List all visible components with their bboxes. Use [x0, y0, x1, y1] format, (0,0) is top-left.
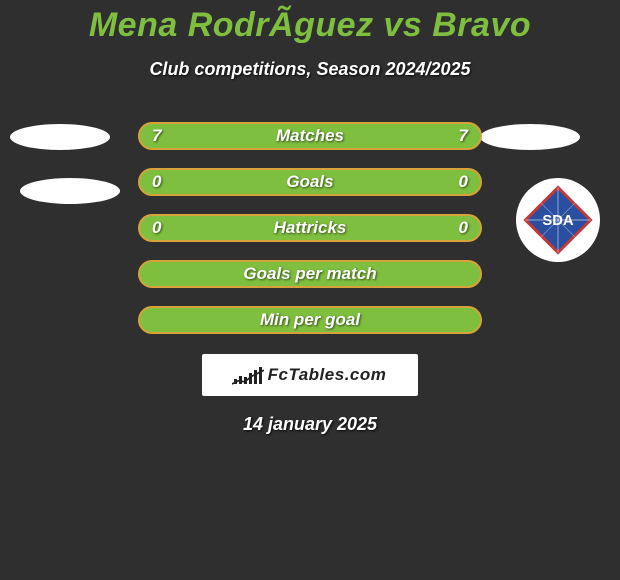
watermark-box: FcTables.com [202, 354, 418, 396]
bar-label: Goals per match [243, 264, 376, 284]
bar-left-value: 7 [152, 126, 161, 146]
svg-text:SDA: SDA [542, 213, 574, 229]
bar-label: Matches [276, 126, 344, 146]
bar-label: Min per goal [260, 310, 360, 330]
left-player-image-placeholder-1 [10, 124, 110, 150]
comparison-bars: 7 Matches 7 0 Goals 0 0 Hattricks 0 Goal… [138, 122, 482, 334]
watermark-text: FcTables.com [268, 365, 387, 385]
bar-goals-per-match: Goals per match [138, 260, 482, 288]
right-club-badge: SDA [516, 178, 600, 262]
page-title: Mena RodrÃ­guez vs Bravo [0, 0, 620, 45]
bar-label: Hattricks [274, 218, 347, 238]
left-player-image-placeholder-2 [20, 178, 120, 204]
right-player-image-placeholder [480, 124, 580, 150]
bar-matches: 7 Matches 7 [138, 122, 482, 150]
bar-right-value: 0 [459, 172, 468, 192]
bar-hattricks: 0 Hattricks 0 [138, 214, 482, 242]
page-subtitle: Club competitions, Season 2024/2025 [0, 59, 620, 80]
bar-left-value: 0 [152, 172, 161, 192]
bar-chart-icon [234, 366, 262, 384]
club-crest-icon: SDA [521, 183, 595, 257]
bar-right-value: 7 [459, 126, 468, 146]
bar-goals: 0 Goals 0 [138, 168, 482, 196]
bar-left-value: 0 [152, 218, 161, 238]
snapshot-date: 14 january 2025 [0, 414, 620, 435]
comparison-infographic: { "header": { "title": "Mena RodrÃ­guez … [0, 0, 620, 580]
bar-label: Goals [286, 172, 333, 192]
bar-right-value: 0 [459, 218, 468, 238]
bar-min-per-goal: Min per goal [138, 306, 482, 334]
